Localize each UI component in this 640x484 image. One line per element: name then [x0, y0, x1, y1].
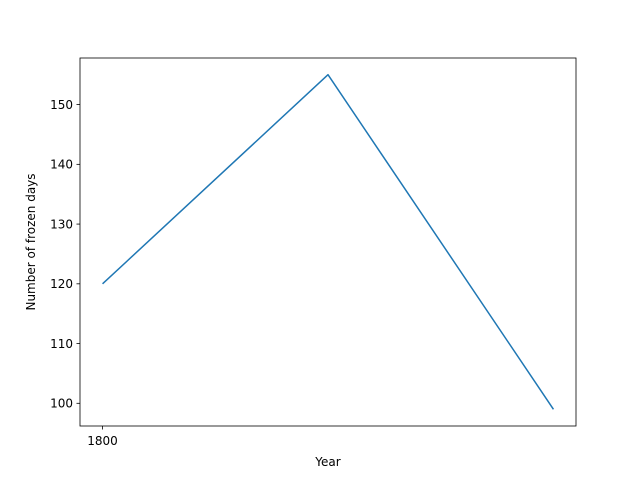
x-tick-label: 1800 — [87, 434, 118, 448]
x-axis: 1800 — [87, 426, 118, 448]
y-tick-label: 110 — [50, 337, 73, 351]
y-axis: 100 110 120 130 140 150 — [50, 98, 80, 411]
plot-frame — [79, 57, 577, 427]
y-axis-label: Number of frozen days — [24, 173, 38, 310]
y-tick-label: 150 — [50, 98, 73, 112]
series-line-0 — [102, 73, 555, 410]
y-tick-label: 100 — [50, 397, 73, 411]
y-tick-label: 120 — [50, 277, 73, 291]
y-tick-label: 130 — [50, 217, 73, 231]
x-axis-label: Year — [314, 455, 340, 469]
plot-area — [79, 57, 577, 427]
y-tick-label: 140 — [50, 158, 73, 172]
